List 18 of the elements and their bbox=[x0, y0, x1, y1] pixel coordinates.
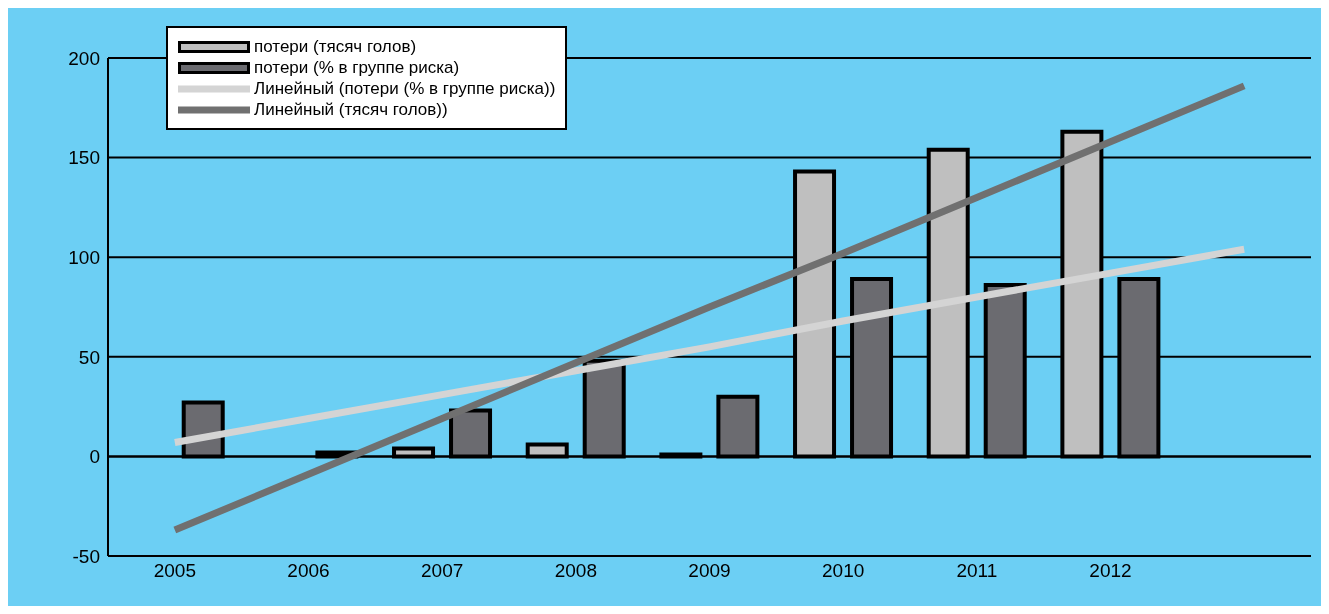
y-tick-label: 200 bbox=[68, 47, 100, 69]
x-tick-label: 2008 bbox=[554, 560, 597, 582]
x-tick-label: 2006 bbox=[287, 560, 330, 582]
y-tick-label: 150 bbox=[68, 147, 100, 169]
x-tick-label: 2012 bbox=[1089, 560, 1132, 582]
legend-label: Линейный (потери (% в группе риска)) bbox=[254, 78, 556, 99]
legend-label: потери (тясяч голов) bbox=[254, 36, 417, 57]
x-tick-label: 2005 bbox=[153, 560, 196, 582]
x-tick-label: 2010 bbox=[822, 560, 865, 582]
y-tick-label: 0 bbox=[89, 446, 100, 468]
legend-label: Линейный (тясяч голов)) bbox=[254, 99, 448, 120]
legend-label: потери (% в группе риска) bbox=[254, 57, 460, 78]
x-tick-label: 2007 bbox=[421, 560, 464, 582]
x-tick-label: 2011 bbox=[956, 560, 998, 582]
y-tick-label: 50 bbox=[78, 346, 100, 368]
y-tick-label: 100 bbox=[68, 246, 100, 268]
x-tick-label: 2009 bbox=[688, 560, 731, 582]
y-tick-label: -50 bbox=[72, 545, 100, 567]
